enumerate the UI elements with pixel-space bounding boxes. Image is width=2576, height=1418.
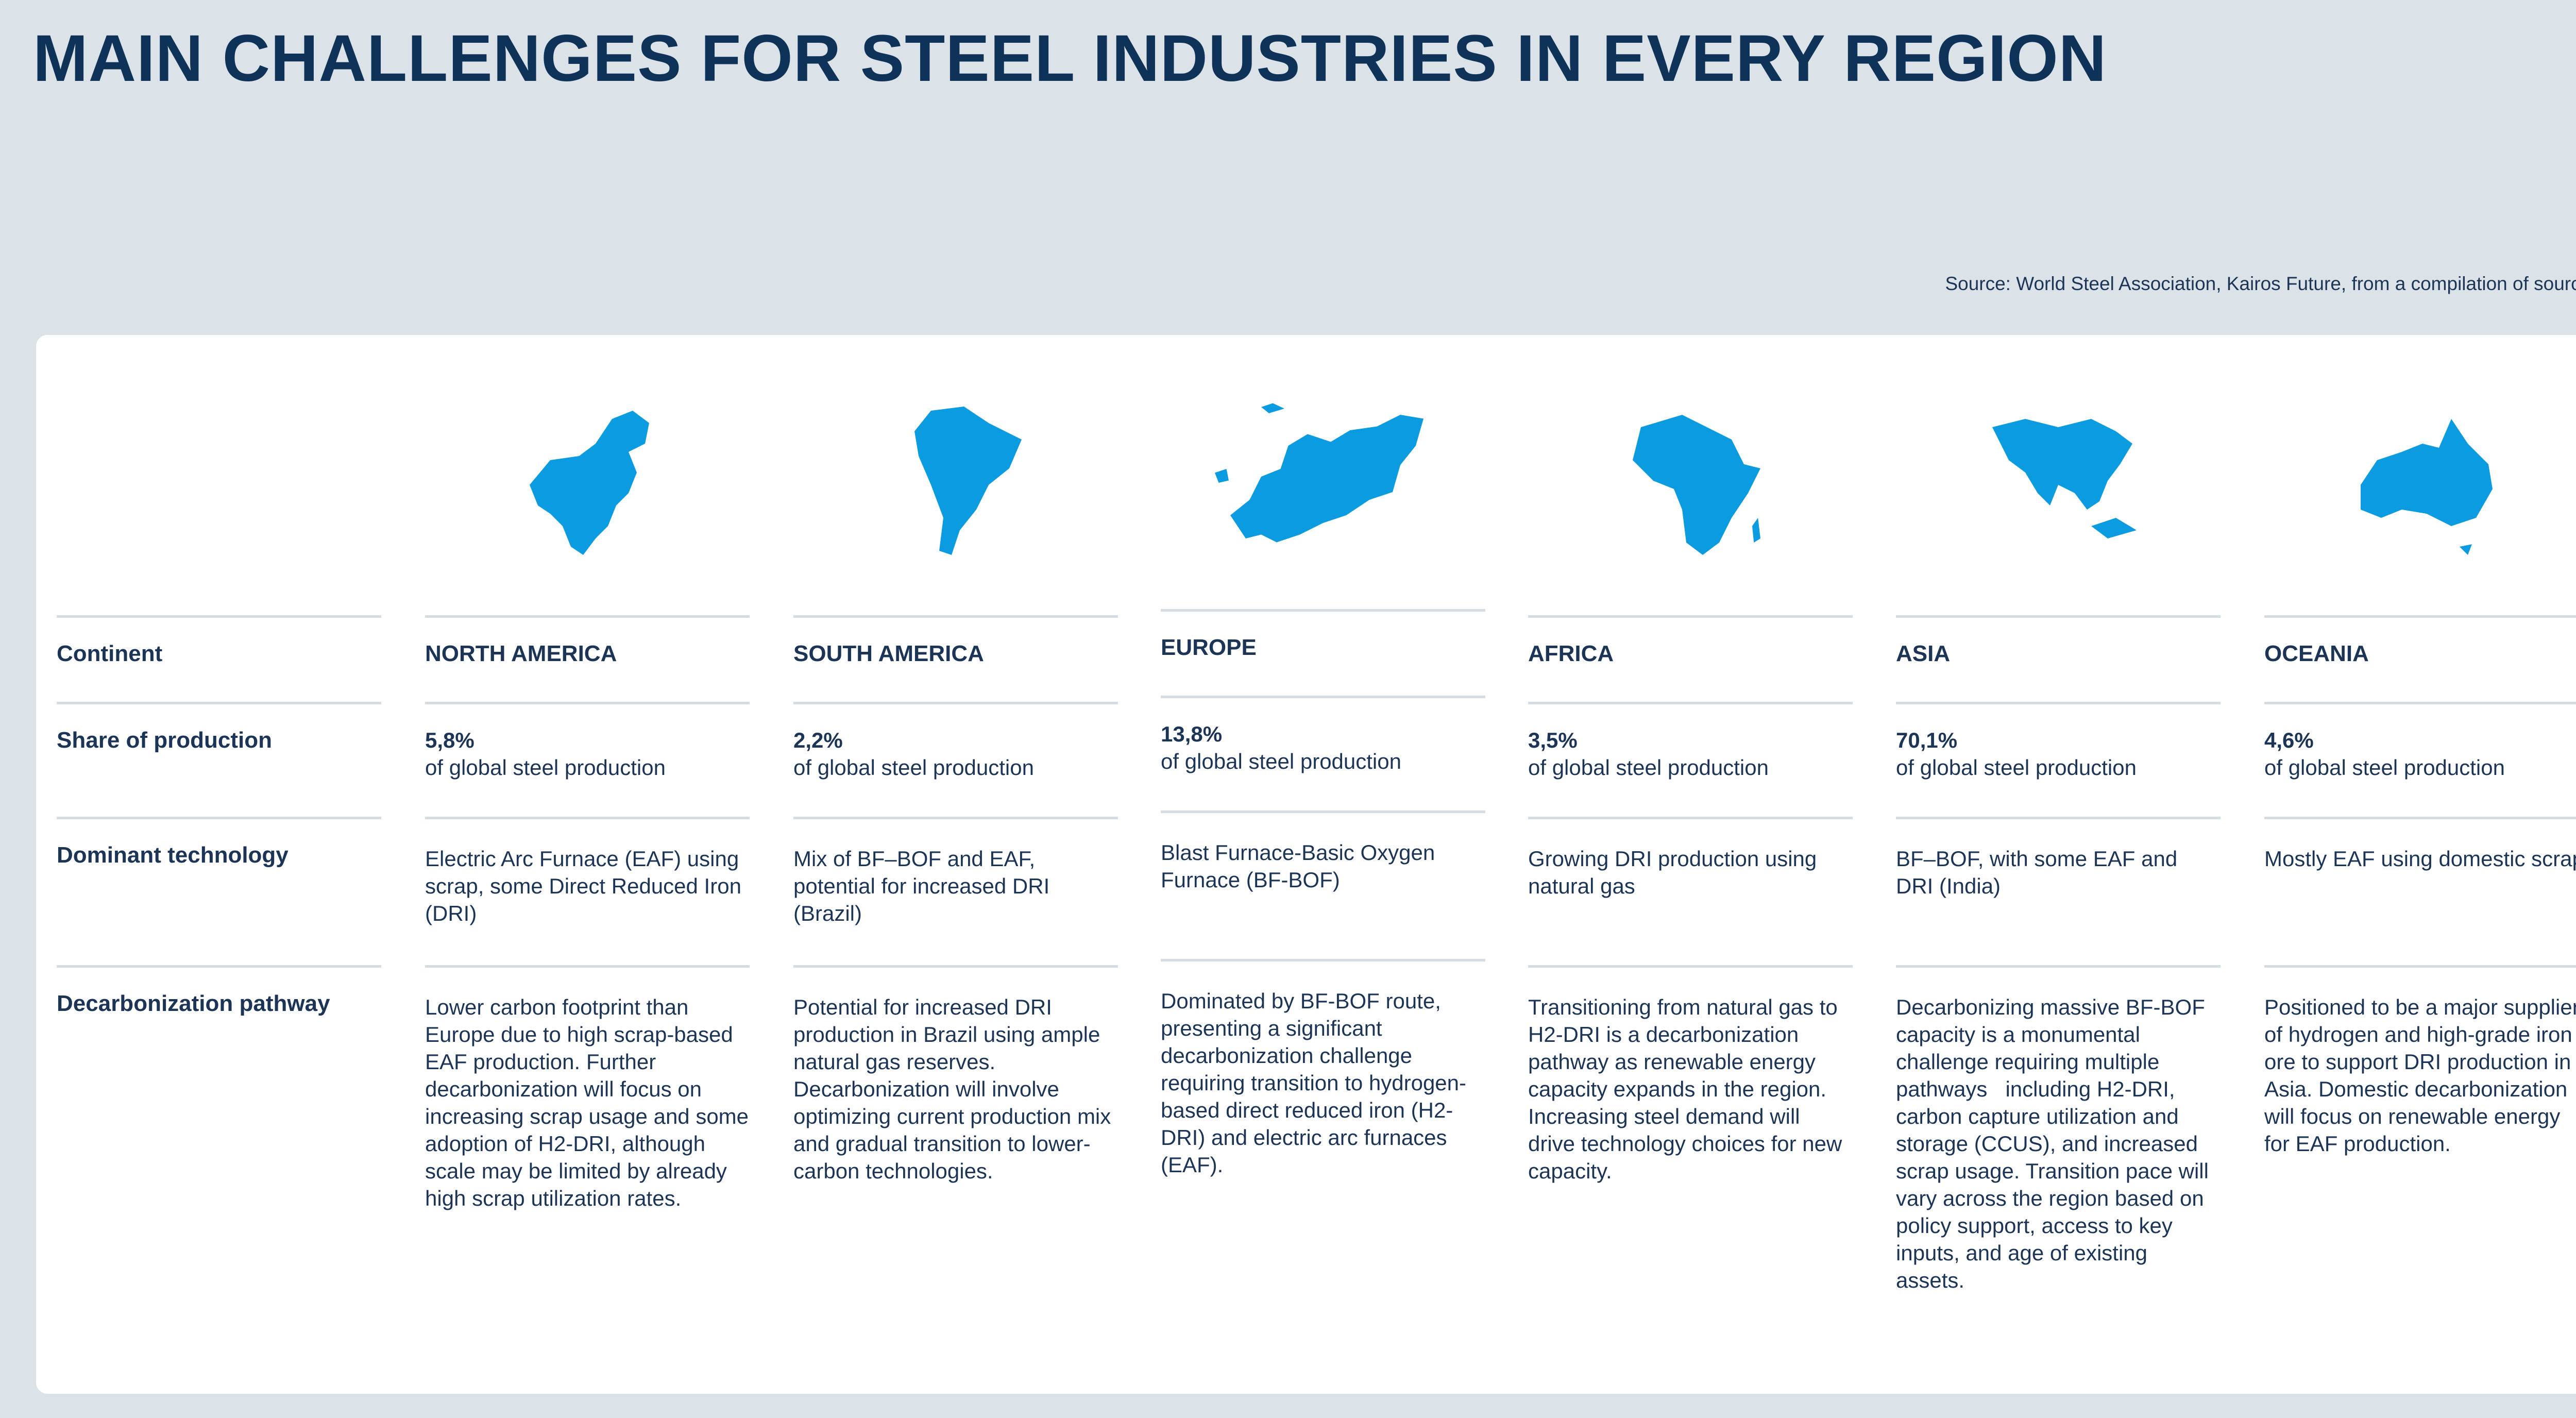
divider bbox=[1161, 959, 1485, 961]
technology-text: Mix of BF–BOF and EAF, potential for inc… bbox=[793, 847, 1050, 925]
technology-text: Electric Arc Furnace (EAF) using scrap, … bbox=[425, 847, 741, 925]
divider bbox=[1528, 817, 1853, 819]
divider bbox=[425, 817, 750, 819]
share-value: 13,8% bbox=[1161, 722, 1223, 746]
continent-name: ASIA bbox=[1896, 641, 1951, 666]
pathway-text: Decarbonizing massive BF-BOF capacity is… bbox=[1896, 995, 2215, 1292]
continent-name: SOUTH AMERICA bbox=[793, 641, 984, 666]
divider bbox=[2264, 965, 2576, 968]
divider bbox=[57, 817, 381, 819]
pathway-text: Lower carbon footprint than Europe due t… bbox=[425, 995, 755, 1210]
divider bbox=[2264, 817, 2576, 819]
divider bbox=[1896, 817, 2221, 819]
oceania-map-icon bbox=[2264, 386, 2576, 582]
pathway-text: Dominated by BF-BOF route, presenting a … bbox=[1161, 989, 1467, 1177]
share-value: 3,5% bbox=[1528, 728, 1578, 752]
continent-name: NORTH AMERICA bbox=[425, 641, 617, 666]
share-value: 4,6% bbox=[2264, 728, 2314, 752]
asia-map-icon bbox=[1896, 386, 2221, 582]
pathway-text: Transitioning from natural gas to H2-DRI… bbox=[1528, 995, 1848, 1183]
divider bbox=[1528, 965, 1853, 968]
share-note: of global steel production bbox=[1896, 755, 2137, 780]
technology-text: Mostly EAF using domestic scrap bbox=[2264, 847, 2576, 871]
share-note: of global steel production bbox=[1528, 755, 1769, 780]
divider bbox=[793, 965, 1118, 968]
europe-map-icon bbox=[1161, 386, 1485, 582]
divider bbox=[425, 615, 750, 618]
share-note: of global steel production bbox=[2264, 755, 2505, 780]
technology-text: Blast Furnace-Basic Oxygen Furnace (BF-B… bbox=[1161, 840, 1435, 892]
divider bbox=[57, 615, 381, 618]
technology-text: Growing DRI production using natural gas bbox=[1528, 847, 1817, 898]
share-value: 2,2% bbox=[793, 728, 843, 752]
divider bbox=[1528, 702, 1853, 704]
technology-text: BF–BOF, with some EAF and DRI (India) bbox=[1896, 847, 2178, 898]
africa-map-icon bbox=[1528, 386, 1853, 582]
divider bbox=[2264, 702, 2576, 704]
page-title: MAIN CHALLENGES FOR STEEL INDUSTRIES IN … bbox=[33, 22, 2107, 95]
divider bbox=[57, 965, 381, 968]
pathway-text: Potential for increased DRI production i… bbox=[793, 995, 1117, 1183]
divider bbox=[1161, 811, 1485, 813]
divider bbox=[1161, 609, 1485, 612]
row-label-continent: Continent bbox=[57, 641, 163, 666]
continent-name: AFRICA bbox=[1528, 641, 1614, 666]
divider bbox=[793, 817, 1118, 819]
divider bbox=[425, 965, 750, 968]
divider bbox=[57, 702, 381, 704]
source-note: Source: World Steel Association, Kairos … bbox=[1945, 273, 2576, 294]
divider bbox=[425, 702, 750, 704]
share-note: of global steel production bbox=[1161, 749, 1401, 773]
share-note: of global steel production bbox=[793, 755, 1034, 780]
continent-name: EUROPE bbox=[1161, 635, 1257, 660]
share-note: of global steel production bbox=[425, 755, 666, 780]
divider bbox=[1896, 965, 2221, 968]
pathway-text: Positioned to be a major supplier of hyd… bbox=[2264, 995, 2576, 1156]
challenges-table: Continent Share of production Dominant t… bbox=[36, 335, 2576, 1394]
share-value: 70,1% bbox=[1896, 728, 1958, 752]
share-value: 5,8% bbox=[425, 728, 474, 752]
row-label-share: Share of production bbox=[57, 728, 272, 753]
divider bbox=[1896, 702, 2221, 704]
continent-name: OCEANIA bbox=[2264, 641, 2369, 666]
south-america-map-icon bbox=[793, 386, 1118, 582]
row-label-technology: Dominant technology bbox=[57, 842, 289, 868]
divider bbox=[793, 615, 1118, 618]
north-america-map-icon bbox=[425, 386, 750, 582]
row-label-pathway: Decarbonization pathway bbox=[57, 991, 330, 1016]
divider bbox=[1161, 696, 1485, 698]
divider bbox=[2264, 615, 2576, 618]
divider bbox=[1528, 615, 1853, 618]
divider bbox=[793, 702, 1118, 704]
divider bbox=[1896, 615, 2221, 618]
